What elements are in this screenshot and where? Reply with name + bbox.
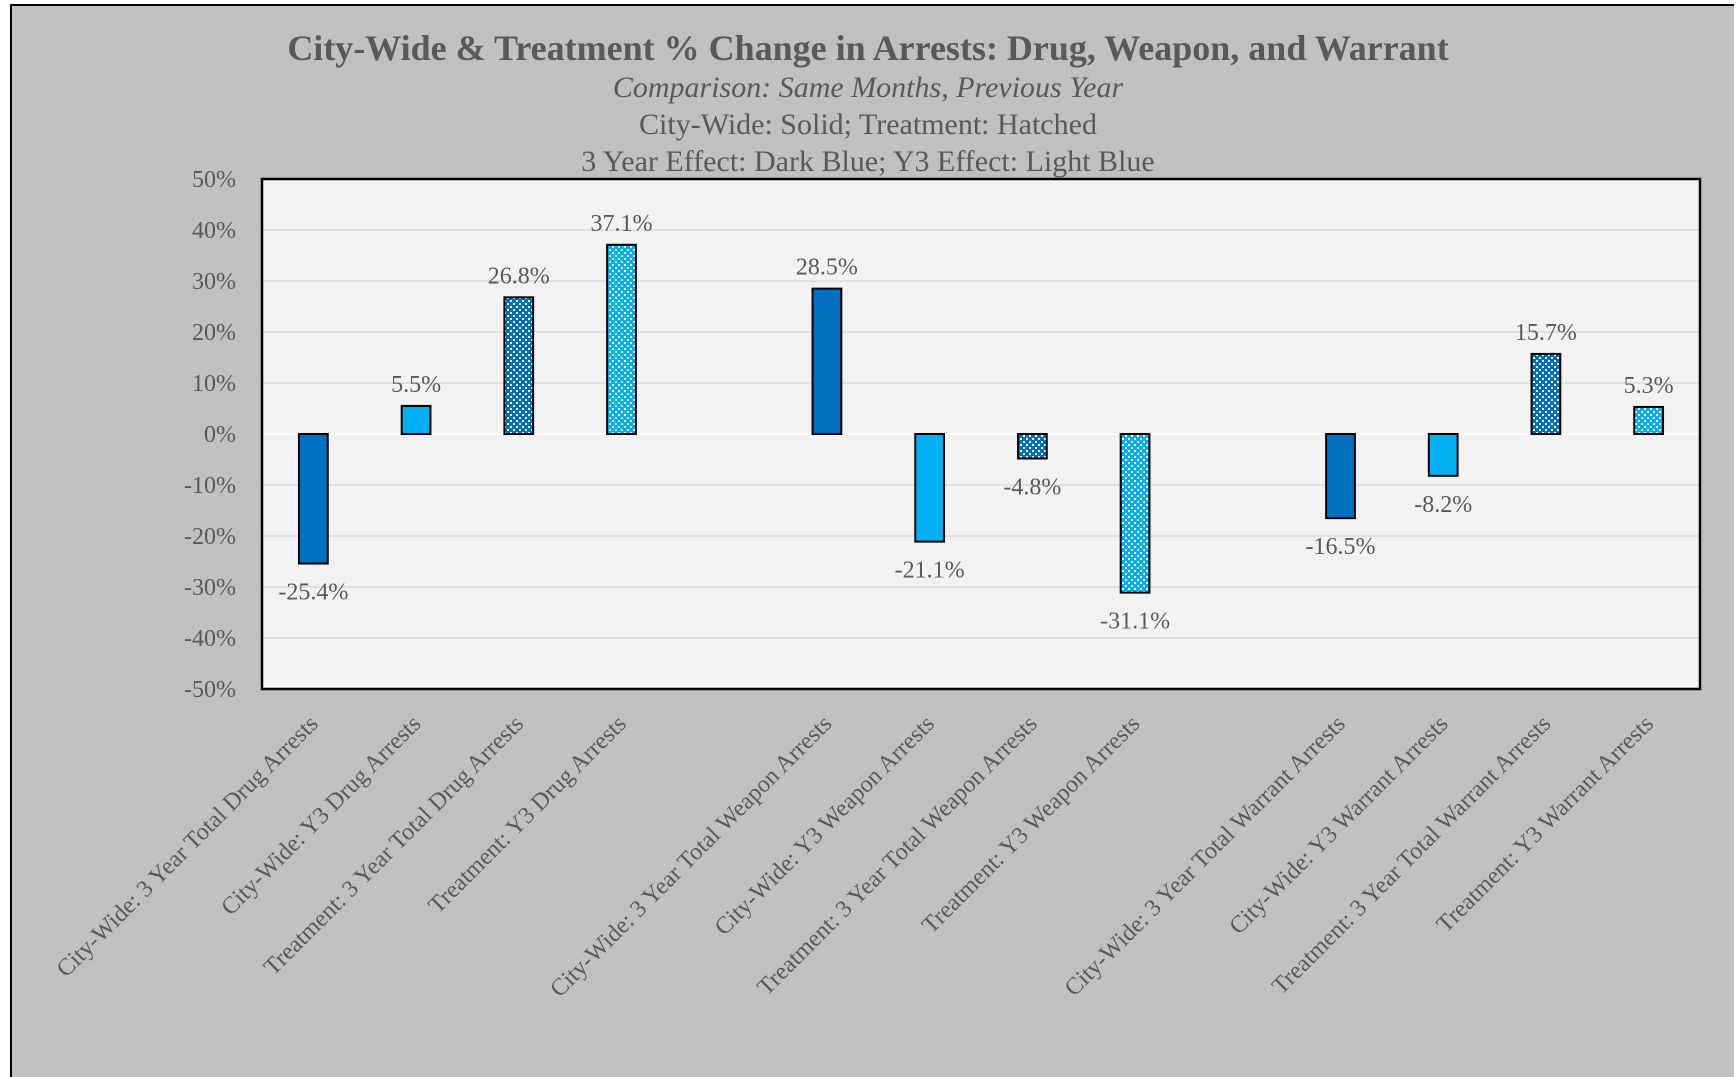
category-label: Treatment: Y3 Weapon Arrests bbox=[917, 711, 1145, 939]
y-tick-label: 30% bbox=[192, 269, 236, 295]
chart-subtitle-comparison: Comparison: Same Months, Previous Year bbox=[612, 71, 1124, 104]
category-label: City-Wide: Y3 Weapon Arrests bbox=[710, 711, 940, 941]
bar-6 bbox=[914, 433, 946, 543]
data-label: -4.8% bbox=[1003, 474, 1061, 500]
data-label: 26.8% bbox=[488, 263, 550, 289]
chart-title: City-Wide & Treatment % Change in Arrest… bbox=[287, 28, 1449, 68]
category-label: Treatment: Y3 Warrant Arrests bbox=[1432, 711, 1659, 938]
data-label: -16.5% bbox=[1306, 534, 1376, 560]
bar-8 bbox=[1119, 433, 1151, 594]
y-tick-label: 10% bbox=[192, 371, 236, 397]
data-label: -31.1% bbox=[1100, 609, 1170, 635]
category-label: City-Wide: Y3 Drug Arrests bbox=[216, 711, 426, 921]
bar-7 bbox=[1016, 433, 1048, 460]
data-label: 28.5% bbox=[796, 255, 858, 281]
y-tick-label: 20% bbox=[192, 320, 236, 346]
bar-12 bbox=[1633, 405, 1665, 436]
y-tick-label: -10% bbox=[184, 473, 236, 499]
y-tick-label: 0% bbox=[204, 422, 236, 448]
bar-1 bbox=[297, 433, 329, 565]
data-label: 5.5% bbox=[391, 372, 441, 398]
data-label: 37.1% bbox=[591, 211, 653, 237]
bar-4 bbox=[606, 243, 637, 435]
data-label: 15.7% bbox=[1515, 320, 1577, 346]
bar-3 bbox=[503, 296, 535, 435]
data-label: -25.4% bbox=[278, 580, 348, 606]
y-tick-label: 50% bbox=[192, 167, 236, 193]
bar-5 bbox=[811, 287, 843, 435]
y-tick-label: -40% bbox=[184, 626, 236, 652]
chart-subtitle-fill-legend: City-Wide: Solid; Treatment: Hatched bbox=[639, 108, 1097, 141]
category-label: City-Wide: Y3 Warrant Arrests bbox=[1225, 711, 1454, 940]
bar-2 bbox=[400, 404, 432, 436]
chart-subtitle-color-legend: 3 Year Effect: Dark Blue; Y3 Effect: Lig… bbox=[581, 145, 1155, 178]
data-label: -21.1% bbox=[895, 558, 965, 584]
data-label: 5.3% bbox=[1624, 373, 1674, 399]
y-tick-label: -20% bbox=[184, 524, 236, 550]
data-label: -8.2% bbox=[1414, 492, 1472, 518]
bar-11 bbox=[1530, 352, 1562, 435]
category-label: Treatment: Y3 Drug Arrests bbox=[424, 711, 632, 919]
y-tick-label: 40% bbox=[192, 218, 236, 244]
bar-10 bbox=[1427, 433, 1459, 477]
y-tick-label: -30% bbox=[184, 575, 236, 601]
bar-9 bbox=[1325, 433, 1356, 520]
plot-border bbox=[260, 177, 1702, 691]
y-tick-label: -50% bbox=[184, 677, 236, 703]
